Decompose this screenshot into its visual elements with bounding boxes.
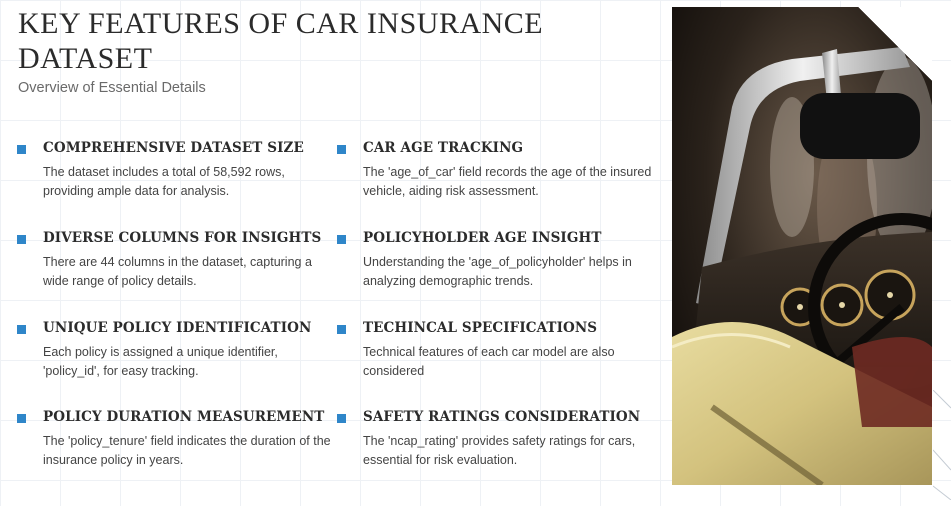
feature-title: SAFETY RATINGS CONSIDERATION xyxy=(363,409,641,425)
feature-title: CAR AGE TRACKING xyxy=(363,140,524,156)
feature-title: POLICY DURATION MEASUREMENT xyxy=(43,409,325,425)
feature-title: UNIQUE POLICY IDENTIFICATION xyxy=(43,320,312,336)
bullet-square-icon xyxy=(17,145,26,154)
feature-item: POLICY DURATION MEASUREMENT The 'policy_… xyxy=(17,409,333,470)
feature-title: DIVERSE COLUMNS FOR INSIGHTS xyxy=(43,230,322,246)
feature-item: UNIQUE POLICY IDENTIFICATION Each policy… xyxy=(17,320,333,381)
page-subtitle: Overview of Essential Details xyxy=(18,80,206,96)
feature-title: COMPREHENSIVE DATASET SIZE xyxy=(43,140,304,156)
feature-title: TECHINCAL SPECIFICATIONS xyxy=(363,320,598,336)
feature-item: DIVERSE COLUMNS FOR INSIGHTS There are 4… xyxy=(17,230,333,291)
bullet-square-icon xyxy=(17,325,26,334)
feature-item: TECHINCAL SPECIFICATIONS Technical featu… xyxy=(337,320,653,381)
feature-description: The dataset includes a total of 58,592 r… xyxy=(43,165,285,198)
feature-description: The 'policy_tenure' field indicates the … xyxy=(43,434,331,467)
feature-item: COMPREHENSIVE DATASET SIZE The dataset i… xyxy=(17,140,333,201)
feature-description: Technical features of each car model are… xyxy=(363,345,615,378)
bullet-square-icon xyxy=(337,325,346,334)
bullet-square-icon xyxy=(337,145,346,154)
feature-item: POLICYHOLDER AGE INSIGHT Understanding t… xyxy=(337,230,653,291)
bullet-square-icon xyxy=(17,414,26,423)
car-photo xyxy=(672,7,932,485)
bullet-square-icon xyxy=(337,414,346,423)
bullet-square-icon xyxy=(337,235,346,244)
feature-title: POLICYHOLDER AGE INSIGHT xyxy=(363,230,602,246)
photo-corner-fold xyxy=(858,7,932,81)
page-title: KEY FEATURES OF CAR INSURANCE DATASET xyxy=(18,7,544,75)
feature-item: SAFETY RATINGS CONSIDERATION The 'ncap_r… xyxy=(337,409,653,470)
decorative-line-icon xyxy=(933,390,951,500)
feature-description: There are 44 columns in the dataset, cap… xyxy=(43,255,312,288)
feature-item: CAR AGE TRACKING The 'age_of_car' field … xyxy=(337,140,653,201)
feature-description: Each policy is assigned a unique identif… xyxy=(43,345,278,378)
bullet-square-icon xyxy=(17,235,26,244)
vintage-convertible-car-interior-icon xyxy=(672,7,932,485)
feature-description: The 'age_of_car' field records the age o… xyxy=(363,165,652,198)
feature-description: The 'ncap_rating' provides safety rating… xyxy=(363,434,636,467)
feature-description: Understanding the 'age_of_policyholder' … xyxy=(363,255,632,288)
